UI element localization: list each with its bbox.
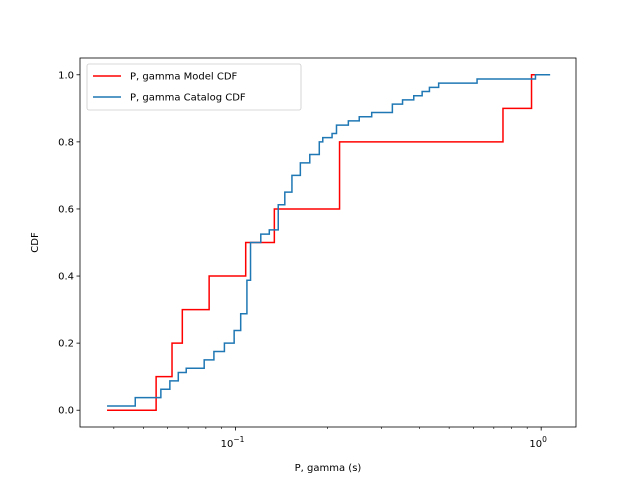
x-tick-base: 10 — [221, 439, 234, 450]
axes-frame — [79, 57, 577, 428]
y-tick-label: 1.0 — [58, 70, 74, 81]
x-tick-base: 10 — [529, 439, 542, 450]
series-line-catalog — [107, 74, 551, 407]
y-axis-label: CDF — [30, 232, 41, 253]
plot-area — [80, 58, 576, 427]
x-axis-ticks: 10−1 100 — [113, 427, 547, 450]
y-tick-label: 0.8 — [58, 137, 74, 148]
y-tick-label: 0.2 — [58, 339, 74, 350]
x-axis-label: P, gamma (s) — [295, 463, 362, 474]
series-line-model — [107, 74, 538, 411]
y-tick-label: 0.4 — [58, 272, 74, 283]
x-tick-label: 10−1 — [221, 435, 245, 450]
x-tick-exponent: 0 — [542, 435, 547, 444]
series-layer — [107, 74, 551, 411]
legend: P, gamma Model CDF P, gamma Catalog CDF — [86, 63, 302, 111]
legend-label: P, gamma Model CDF — [130, 72, 238, 83]
legend-box — [86, 63, 302, 111]
x-tick-exponent: −1 — [233, 435, 244, 444]
y-axis-ticks: 0.0 0.2 0.4 0.6 0.8 1.0 — [58, 70, 80, 417]
y-tick-label: 0.6 — [58, 204, 74, 215]
y-tick-label: 0.0 — [58, 406, 74, 417]
legend-label: P, gamma Catalog CDF — [130, 93, 246, 104]
x-tick-label: 100 — [529, 435, 547, 450]
